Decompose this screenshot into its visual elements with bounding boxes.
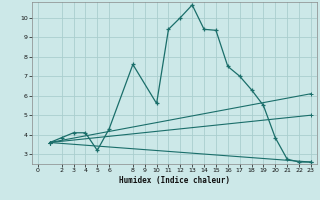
- X-axis label: Humidex (Indice chaleur): Humidex (Indice chaleur): [119, 176, 230, 185]
